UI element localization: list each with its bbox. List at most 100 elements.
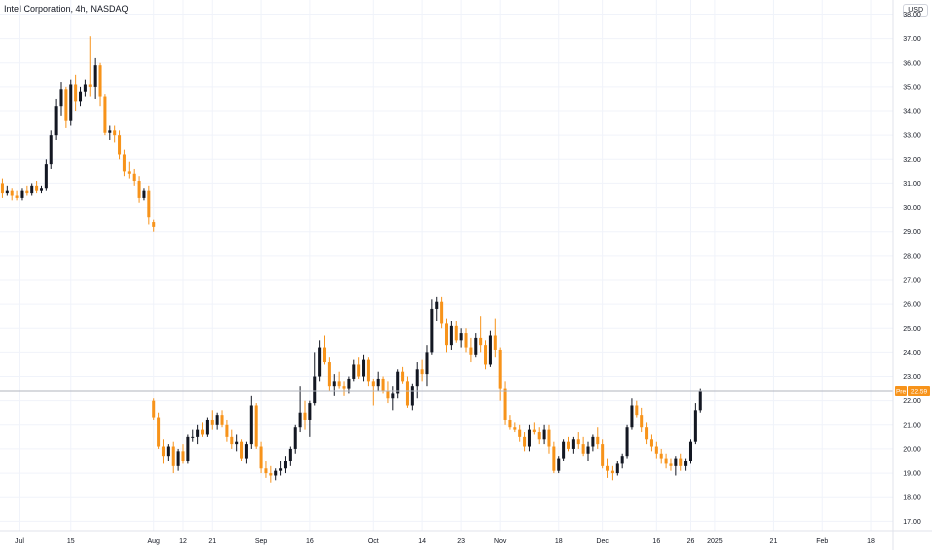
price-tick-label: 29.00 [903,229,921,236]
time-tick-label: Feb [816,538,828,545]
candle-body [606,465,610,471]
candle-body [381,378,385,392]
candle-body [449,325,453,346]
candle-body [0,183,4,194]
candle-body [493,335,497,350]
time-tick-label: 16 [652,538,660,545]
price-axis[interactable]: 17.00 18.00 19.00 20.00 21.00 22.00 23.00 24.00… [903,12,921,526]
candle-body [571,439,575,449]
candle-body [396,371,400,394]
candle-body [332,381,336,387]
candle-body [518,429,522,437]
time-tick-label: 2025 [707,538,723,545]
candle-body [659,453,663,459]
candle-body [464,333,468,348]
time-tick-label: 16 [306,538,314,545]
candle-body [127,171,131,174]
candle-body [181,451,185,462]
candle-body [620,456,624,464]
candle-body [98,65,102,97]
candles [0,36,702,483]
candle-body [264,468,268,474]
candle-body [586,446,590,454]
price-tick-label: 32.00 [903,157,921,164]
time-tick-label: 14 [418,538,426,545]
time-tick-label: 18 [555,538,563,545]
candle-body [420,369,424,375]
candle-body [664,458,668,464]
time-tick-label: 21 [770,538,778,545]
grid-lines [0,0,932,532]
time-tick-label: 23 [457,538,465,545]
candle-body [640,415,644,428]
candle-body [557,458,561,471]
candle-body [152,222,156,227]
price-tick-label: 31.00 [903,181,921,188]
candle-body [244,444,248,459]
candle-body [35,185,39,191]
candle-body [15,195,19,198]
price-tick-label: 38.00 [903,12,921,19]
candle-body [362,359,366,377]
candle-body [371,381,375,387]
candle-body [322,347,327,363]
candle-body [230,436,234,445]
candle-body [649,439,653,447]
price-tick-label: 34.00 [903,109,921,116]
candle-body [503,388,507,420]
candle-body [440,301,444,324]
price-tick-label: 28.00 [903,253,921,260]
candle-body [200,429,205,435]
price-tick-label: 35.00 [903,84,921,91]
candle-body [357,364,361,377]
currency-badge[interactable]: USD [903,4,928,17]
candle-body [425,352,429,375]
candle-body [459,333,463,341]
candle-body [635,405,639,416]
candle-body [74,84,78,102]
candle-body [196,429,200,437]
candle-body [235,441,239,445]
candle-body [54,106,58,136]
candle-body [698,391,702,411]
candle-body [430,308,434,353]
candle-body [669,463,673,466]
time-tick-label: 12 [179,538,187,545]
candle-body [347,378,351,389]
candle-body [410,386,414,406]
candle-body [654,446,658,454]
candle-body [313,376,317,404]
candle-body [615,463,619,474]
candle-body [225,424,229,437]
candle-body [64,89,68,121]
price-tick-label: 20.00 [903,446,921,453]
candle-body [474,337,478,355]
candle-body [610,470,614,474]
candle-body [152,400,156,418]
time-tick-label: Nov [494,538,507,545]
candle-body [283,461,287,469]
time-axis[interactable]: Jul 15 Aug 12 21 Sep 16 Oct 14 23 Nov 18 Dec 16 26 2025… [15,538,875,545]
candle-body [88,84,92,87]
candle-body [210,419,214,425]
time-tick-label: 26 [687,538,695,545]
candle-body [684,461,688,466]
candle-body [49,135,53,165]
candle-body [527,429,531,447]
candle-body [469,347,473,355]
time-tick-label: Sep [255,538,268,545]
candle-body [508,419,512,428]
candle-body [20,190,24,198]
candle-body [342,386,346,389]
candle-body [454,325,458,341]
candle-body [435,301,439,309]
candle-body [103,96,107,133]
candle-body [118,135,122,155]
time-tick-label: Dec [596,538,609,545]
price-tick-label: 17.00 [903,519,921,526]
candle-body [532,429,536,433]
candle-body [93,65,97,87]
candle-body [10,190,14,196]
candle-body [25,190,29,194]
